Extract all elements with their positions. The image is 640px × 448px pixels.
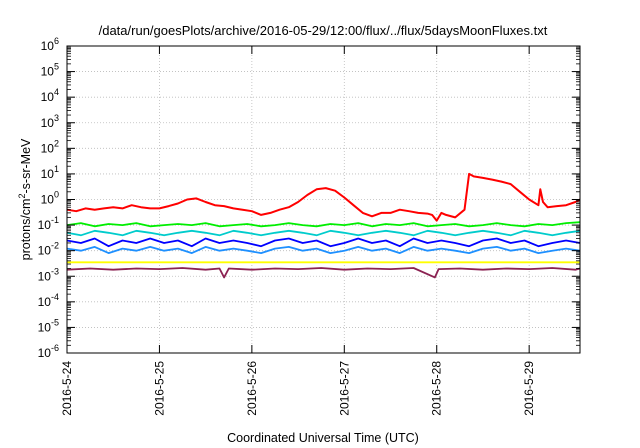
y-tick-label: 105 — [41, 62, 59, 79]
x-tick-label: 2016-5-26 — [245, 361, 259, 416]
series-line-2 — [66, 221, 581, 228]
series-line-4 — [66, 237, 581, 248]
y-tick-label-base: 10 — [41, 65, 55, 79]
y-tick-label: 10-1 — [38, 215, 59, 232]
x-tick-label: 2016-5-29 — [522, 361, 536, 416]
series-layer — [66, 172, 581, 279]
y-tick-label: 10-4 — [38, 292, 59, 309]
y-tick-label-base: 10 — [38, 295, 52, 309]
series-line-5 — [66, 245, 581, 255]
x-tick-label: 2016-5-24 — [60, 361, 74, 416]
y-tick-label: 106 — [41, 36, 59, 53]
y-tick-labels: 10-610-510-410-310-210-11001011021031041… — [38, 36, 59, 360]
y-tick-label-base: 10 — [38, 269, 52, 283]
y-tick-label: 10-5 — [38, 317, 59, 334]
y-tick-label-base: 10 — [38, 218, 52, 232]
y-tick-label-exp: -6 — [51, 343, 59, 353]
y-tick-label-base: 10 — [38, 346, 52, 360]
series-line-3 — [66, 229, 581, 237]
y-tick-label-base: 10 — [41, 167, 55, 181]
y-axis-label-rest: -s-sr-MeV — [19, 138, 33, 194]
y-tick-label-base: 10 — [41, 141, 55, 155]
series-line-7 — [66, 267, 581, 279]
chart-title: /data/run/goesPlots/archive/2016-05-29/1… — [99, 23, 548, 38]
y-tick-label-exp: -2 — [51, 241, 59, 251]
y-tick-label: 102 — [41, 138, 59, 155]
y-tick-label-exp: 6 — [54, 36, 59, 46]
y-tick-label-base: 10 — [41, 116, 55, 130]
y-tick-label: 10-6 — [38, 343, 59, 360]
y-tick-label-exp: -1 — [51, 215, 59, 225]
y-tick-label-exp: -4 — [51, 292, 59, 302]
y-tick-label-exp: 5 — [54, 62, 59, 72]
y-tick-label-base: 10 — [41, 193, 55, 207]
y-tick-label-exp: 3 — [54, 113, 59, 123]
series-line-1 — [66, 172, 581, 222]
y-tick-label-exp: 1 — [54, 164, 59, 174]
x-tick-label: 2016-5-27 — [337, 361, 351, 416]
ticks — [66, 45, 580, 354]
y-tick-label-base: 10 — [38, 320, 52, 334]
plot-frame — [66, 45, 581, 354]
y-tick-label-base: 10 — [41, 90, 55, 104]
x-tick-label: 2016-5-25 — [152, 361, 166, 416]
y-tick-label-exp: -5 — [51, 317, 59, 327]
y-tick-label-base: 10 — [38, 244, 52, 258]
y-tick-label: 10-2 — [38, 241, 59, 258]
y-axis-label-sup: 2 — [17, 194, 27, 199]
y-tick-label-base: 10 — [41, 39, 55, 53]
x-axis-label: Coordinated Universal Time (UTC) — [227, 431, 419, 445]
grid — [67, 46, 580, 353]
y-tick-label-exp: 4 — [54, 87, 59, 97]
x-tick-labels: 2016-5-24 2016-5-25 2016-5-26 2016-5-27 2016… — [60, 361, 536, 416]
x-tick-label: 2016-5-28 — [430, 361, 444, 416]
y-tick-label-exp: 2 — [54, 138, 59, 148]
y-tick-label: 10-3 — [38, 266, 59, 283]
y-axis-label: protons/cm2-s-sr-MeV — [17, 138, 33, 260]
y-tick-label: 104 — [41, 87, 59, 104]
y-tick-label: 103 — [41, 113, 59, 130]
y-tick-label-exp: -3 — [51, 266, 59, 276]
y-tick-label-exp: 0 — [54, 190, 59, 200]
y-axis-label-base: protons/cm — [19, 199, 33, 261]
y-tick-label: 100 — [41, 190, 59, 207]
y-tick-label: 101 — [41, 164, 59, 181]
